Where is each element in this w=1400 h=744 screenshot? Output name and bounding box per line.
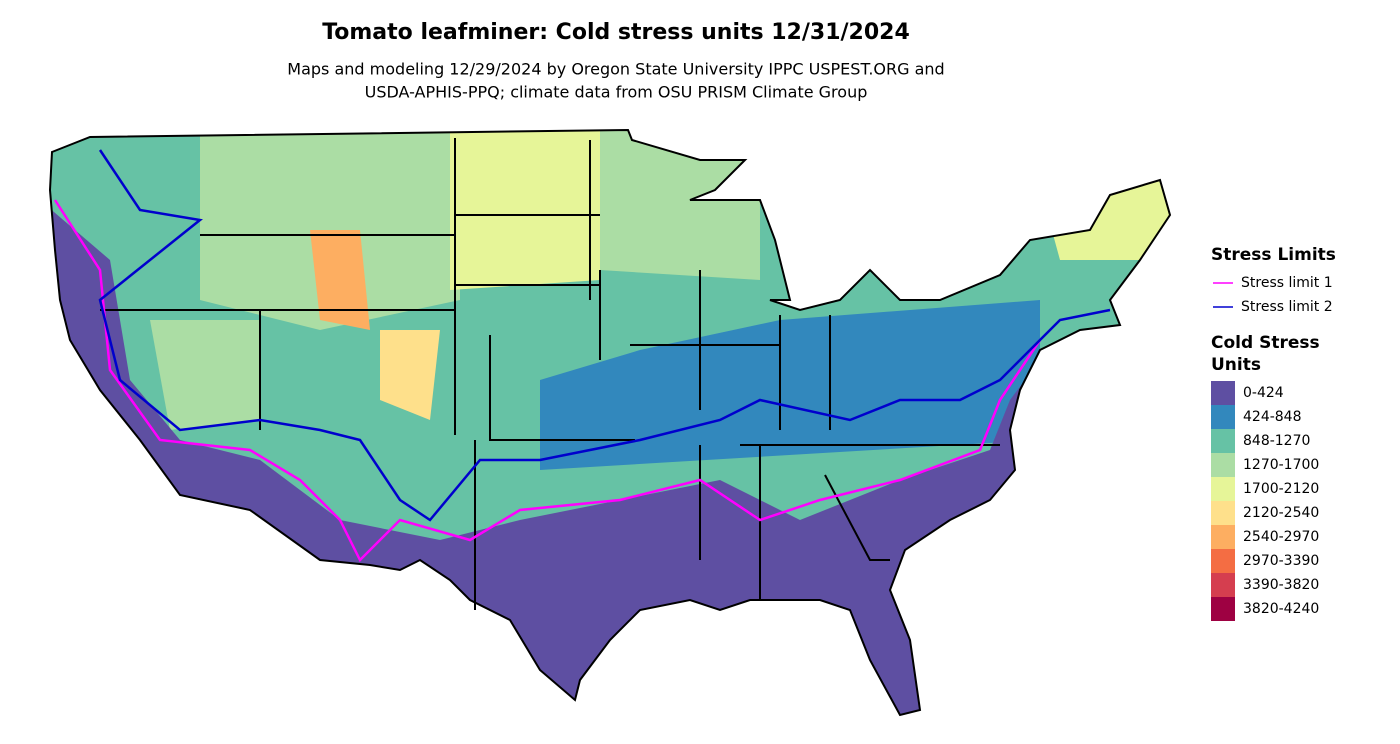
legend-label: 0-424 xyxy=(1243,385,1284,401)
legend-title: Cold Stress xyxy=(1211,333,1320,353)
legend-label: Stress limit 1 xyxy=(1241,275,1333,291)
map-title: Tomato leafminer: Cold stress units 12/3… xyxy=(322,20,910,45)
legend-swatch xyxy=(1211,381,1235,405)
map-fill xyxy=(50,130,1170,715)
legend-label: 3820-4240 xyxy=(1243,601,1319,617)
map-subtitle: USDA-APHIS-PPQ; climate data from OSU PR… xyxy=(365,83,868,102)
region xyxy=(150,320,260,430)
legend-label: Stress limit 2 xyxy=(1241,299,1333,315)
legend-swatch xyxy=(1211,405,1235,429)
region xyxy=(540,300,1040,470)
map-subtitle: Maps and modeling 12/29/2024 by Oregon S… xyxy=(287,60,944,79)
region xyxy=(600,130,760,280)
legend-label: 424-848 xyxy=(1243,409,1302,425)
legend-label: 2120-2540 xyxy=(1243,505,1319,521)
legend-swatch xyxy=(1211,549,1235,573)
legend-title: Stress Limits xyxy=(1211,245,1336,265)
region xyxy=(450,130,600,290)
region xyxy=(1030,150,1170,260)
legend-swatch xyxy=(1211,453,1235,477)
legend-label: 1700-2120 xyxy=(1243,481,1319,497)
state-borders xyxy=(100,138,1000,610)
region xyxy=(310,230,370,330)
legend-label: 3390-3820 xyxy=(1243,577,1319,593)
legend-label: 1270-1700 xyxy=(1243,457,1319,473)
legend-label: 2540-2970 xyxy=(1243,529,1319,545)
legend-swatch xyxy=(1211,429,1235,453)
region xyxy=(380,330,440,420)
legend-label: 2970-3390 xyxy=(1243,553,1319,569)
legend-swatch xyxy=(1211,597,1235,621)
legend-swatch xyxy=(1211,477,1235,501)
legend-title: Units xyxy=(1211,355,1261,375)
legend-swatch xyxy=(1211,525,1235,549)
legend-swatch xyxy=(1211,573,1235,597)
stress-limit-line xyxy=(98,149,1111,522)
stress-limit-line xyxy=(53,199,1042,563)
legend-swatch xyxy=(1211,501,1235,525)
legend-label: 848-1270 xyxy=(1243,433,1310,449)
